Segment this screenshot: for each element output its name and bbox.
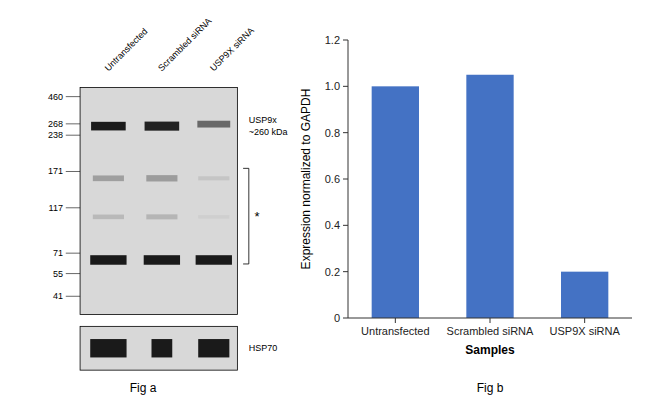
x-axis-label: Samples (465, 343, 515, 357)
bar-panel: 0 0.2 0.4 0.6 0.8 1.0 1.2 Untransfected Scramble… (299, 34, 632, 395)
panel-caption: Fig b (477, 381, 504, 395)
mw-marker-label: 460 (48, 92, 63, 102)
mw-marker-line (66, 123, 80, 124)
mw-marker-label: 238 (48, 130, 63, 140)
y-tick (343, 318, 348, 319)
mw-marker-line (66, 135, 80, 136)
y-tick (343, 40, 348, 41)
bars (372, 75, 609, 318)
blot-band (90, 339, 126, 357)
x-tick-label: Untransfected (361, 325, 429, 337)
mw-marker-label: 71 (53, 248, 63, 258)
blot-band (198, 176, 229, 180)
y-tick-label: 0 (334, 312, 340, 324)
blot-band (198, 339, 229, 357)
mw-marker-line (66, 171, 80, 172)
y-tick (343, 271, 348, 272)
y-tick-label: 1.2 (325, 34, 340, 46)
y-tick-label: 0.4 (325, 219, 340, 231)
blot-band (93, 215, 124, 220)
mw-marker-line (66, 253, 80, 254)
panel-caption: Fig a (130, 381, 157, 395)
blot-band (144, 255, 180, 265)
loading-control-membrane (80, 326, 237, 370)
mw-marker-line (66, 296, 80, 297)
blot-band (91, 122, 126, 131)
x-tick-label: Scrambled siRNA (447, 325, 534, 337)
y-tick-label: 0.8 (325, 127, 340, 139)
x-tick (490, 318, 491, 323)
mw-marker-label: 117 (49, 203, 63, 213)
x-tick-label: USP9X siRNA (550, 325, 621, 337)
figure: 460268238171117715541UntransfectedScramb… (0, 0, 650, 398)
mw-marker-line (66, 207, 80, 208)
y-axis-label: Expression normalized to GAPDH (299, 89, 313, 270)
y-tick-label: 1.0 (325, 80, 340, 92)
y-tick-label: 0.2 (325, 266, 340, 278)
annotation-line: ~260 kDa (249, 127, 288, 137)
blot-band (93, 175, 124, 181)
blot-band (196, 255, 232, 265)
mw-marker-label: 55 (53, 269, 63, 279)
blot-band (146, 214, 177, 219)
mw-marker-label: 171 (48, 166, 63, 176)
bar (561, 272, 608, 318)
lane-label: Untransfected (103, 26, 150, 73)
mw-marker-label: 41 (53, 291, 63, 301)
y-tick (343, 132, 348, 133)
blot-band (151, 339, 172, 357)
x-tick (395, 318, 396, 323)
mw-marker-label: 268 (48, 119, 63, 129)
blot-panel: 460 268238 171 117 71 55 41 UntransfectedScramb… (48, 16, 288, 395)
y-tick (343, 179, 348, 180)
bracket (243, 168, 249, 264)
y-tick-label: 0.6 (325, 173, 340, 185)
blot-band (146, 175, 177, 181)
blot-membrane (80, 88, 237, 315)
y-tick (343, 86, 348, 87)
loading-control-annotation: HSP70 (249, 343, 278, 353)
blot-band (145, 122, 180, 131)
bar (466, 75, 513, 318)
blot-band (90, 255, 126, 265)
x-tick (584, 318, 585, 323)
mw-marker-line (66, 273, 80, 274)
blot-band (198, 215, 229, 218)
band-annotation: USP9x ~260 kDa (249, 115, 288, 137)
lane-label: Scrambled siRNA (156, 16, 213, 73)
bar (372, 86, 419, 318)
annotation-line: USP9x (249, 115, 278, 125)
mw-marker-line (66, 96, 80, 97)
bracket-annotation: * (255, 209, 260, 224)
blot-band (197, 121, 230, 128)
lane-label: USP9X siRNA (208, 25, 256, 73)
y-tick (343, 225, 348, 226)
